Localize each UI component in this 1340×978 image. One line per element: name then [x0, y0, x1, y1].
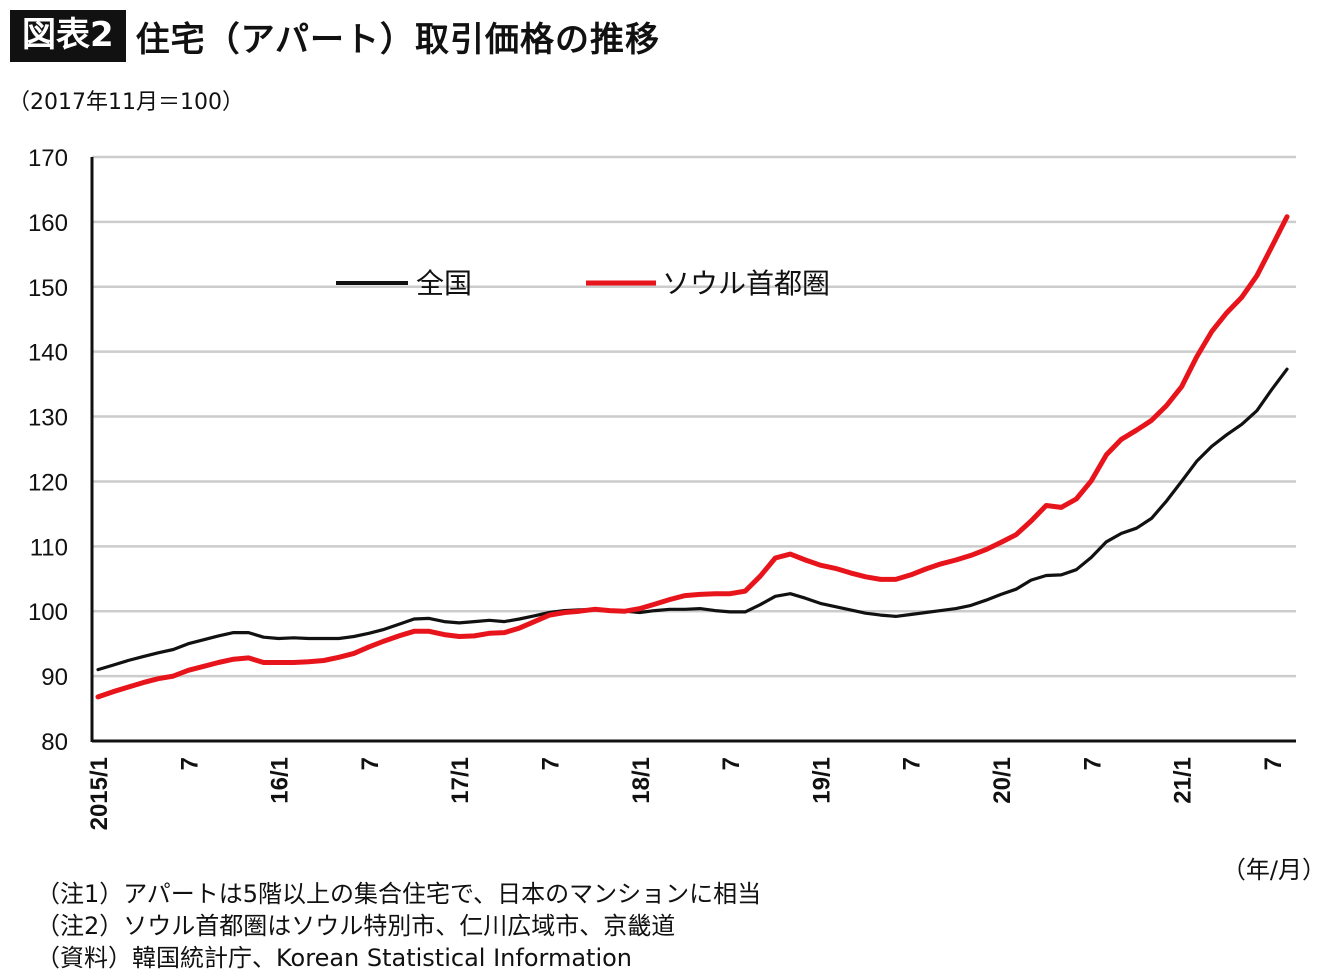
legend-label-national: 全国: [416, 267, 472, 300]
x-tick-label: 7: [718, 757, 745, 770]
x-tick-label: 19/1: [808, 757, 835, 804]
series-line-national: [96, 367, 1289, 672]
y-tick-label: 110: [30, 534, 68, 561]
y-tick-label: 100: [28, 599, 68, 626]
x-axis-unit-label: （年/月）: [1221, 856, 1326, 884]
legend: 全国 ソウル首都圏: [336, 267, 830, 300]
x-tick-label: 20/1: [989, 757, 1016, 804]
y-tick-label: 90: [41, 664, 68, 691]
figure-badge: 図表2: [10, 10, 126, 62]
y-tick-label: 160: [28, 210, 68, 237]
x-tick-label: 16/1: [267, 757, 294, 804]
y-tick-label: 120: [28, 469, 68, 496]
note-line: （注1）アパートは5階以上の集合住宅で、日本のマンションに相当: [36, 880, 762, 908]
gridlines: [92, 155, 1296, 678]
chart-title: 住宅（アパート）取引価格の推移: [135, 19, 660, 60]
x-tick-label: 7: [538, 757, 565, 770]
series-line-seoul: [95, 214, 1290, 700]
y-tick-label: 150: [28, 275, 68, 302]
axes: [90, 157, 1296, 743]
x-tick-label: 7: [1079, 757, 1106, 770]
x-tick-labels: 2015/1 7 16/1 7 17/1 7 18/1 7 19/1 7 20/1 7 21/1 7: [86, 757, 1287, 830]
title-row: 図表2 住宅（アパート）取引価格の推移: [10, 10, 660, 62]
x-tick-label: 7: [899, 757, 926, 770]
x-tick-label: 7: [1260, 757, 1287, 770]
y-tick-label: 140: [28, 340, 68, 367]
y-tick-label: 170: [28, 145, 68, 172]
y-tick-label: 130: [28, 405, 68, 432]
series-lines: [95, 214, 1290, 700]
x-tick-label: 18/1: [628, 757, 655, 804]
x-tick-label: 7: [176, 757, 203, 770]
x-tick-label: 7: [357, 757, 384, 770]
y-tick-label: 80: [41, 729, 68, 756]
legend-label-seoul: ソウル首都圏: [662, 267, 830, 300]
notes-block: （注1）アパートは5階以上の集合住宅で、日本のマンションに相当 （注2）ソウル首…: [36, 878, 761, 974]
x-tick-label: 17/1: [447, 757, 474, 804]
y-tick-labels: 80 90 100 110 120 130 140 150 160 170: [28, 145, 68, 756]
note-line: （資料）韓国統計庁、Korean Statistical Information: [36, 944, 633, 972]
note-line: （注2）ソウル首都圏はソウル特別市、仁川広域市、京畿道: [36, 912, 676, 940]
chart-subtitle: （2017年11月＝100）: [8, 90, 244, 115]
x-tick-label: 2015/1: [86, 757, 113, 830]
x-tick-label: 21/1: [1170, 757, 1197, 804]
